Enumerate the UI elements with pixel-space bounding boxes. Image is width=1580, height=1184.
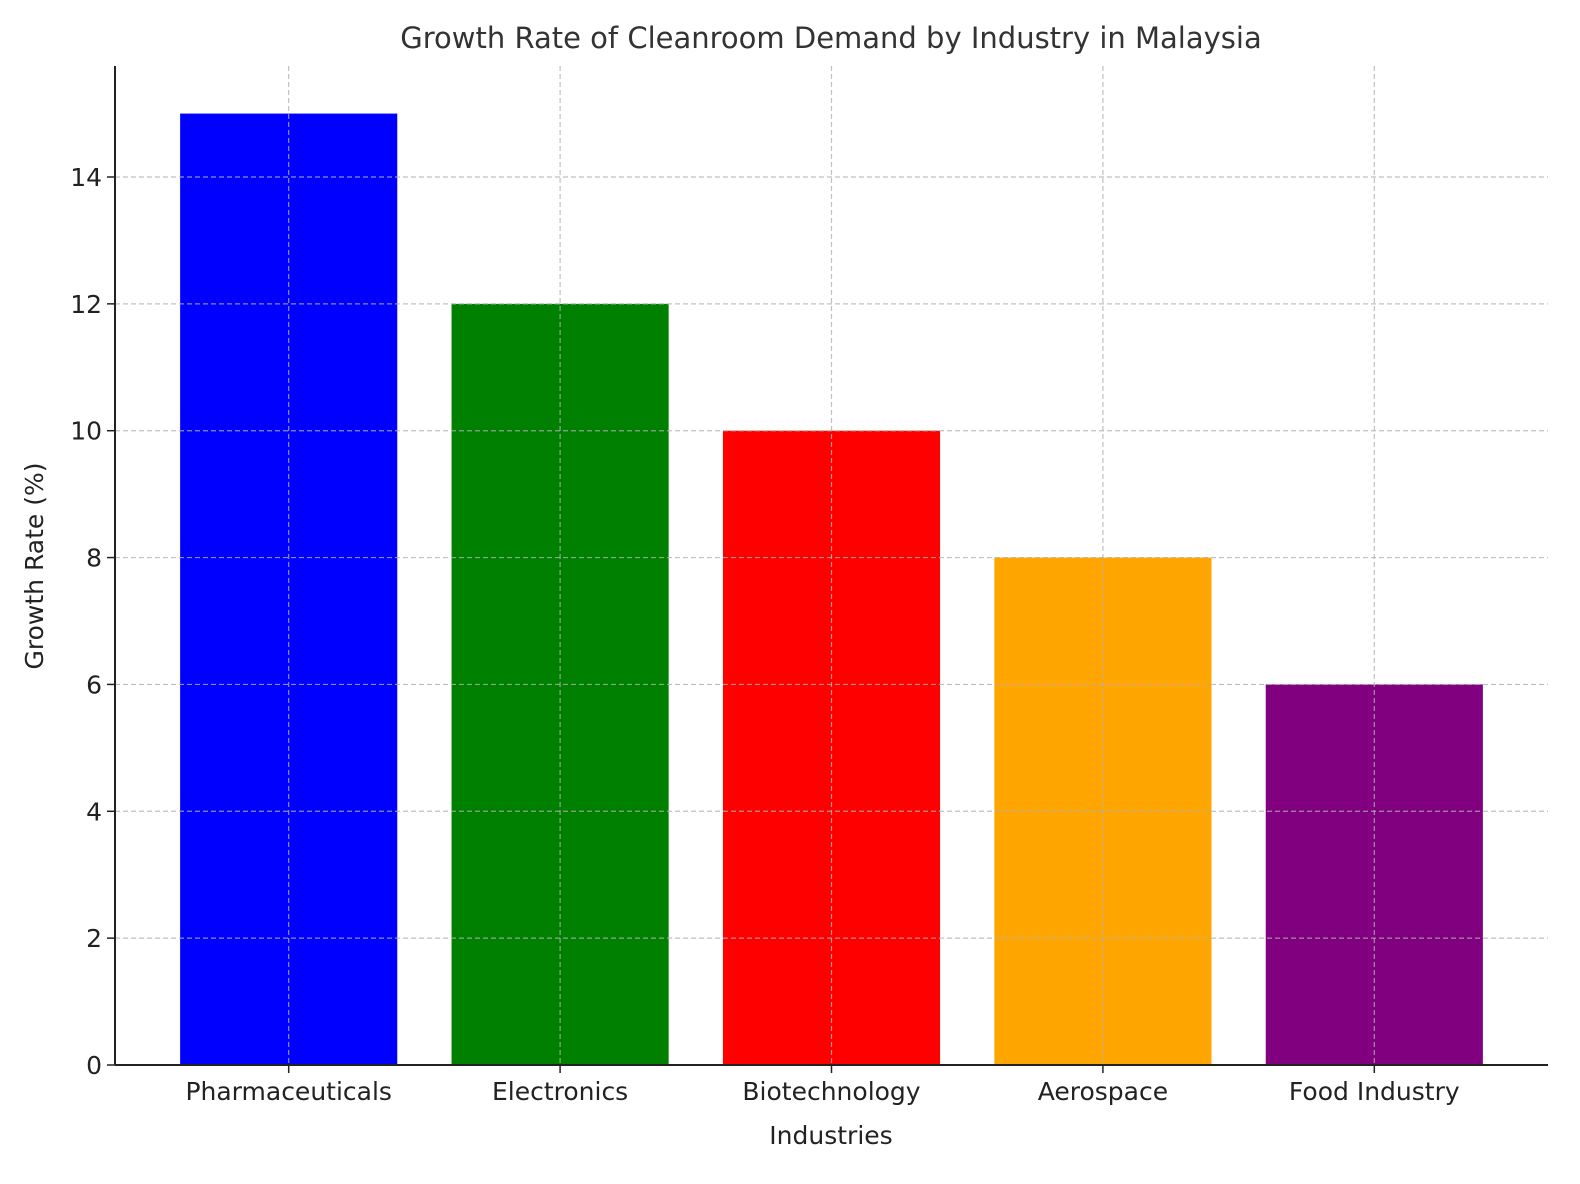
y-tick-label: 8 bbox=[86, 544, 102, 573]
chart-title: Growth Rate of Cleanroom Demand by Indus… bbox=[400, 21, 1261, 55]
y-tick-label: 2 bbox=[86, 924, 102, 953]
y-tick-label: 6 bbox=[86, 670, 102, 699]
y-tick-label: 12 bbox=[70, 290, 102, 319]
y-axis-label: Growth Rate (%) bbox=[20, 463, 49, 670]
x-ticks: Pharmaceuticals Electronics Biotechnology A… bbox=[185, 1065, 1460, 1106]
x-tick-label: Electronics bbox=[492, 1077, 628, 1106]
x-tick-label: Aerospace bbox=[1038, 1077, 1168, 1106]
y-tick-label: 0 bbox=[86, 1051, 102, 1080]
y-tick-label: 10 bbox=[70, 417, 102, 446]
y-tick-label: 14 bbox=[70, 163, 102, 192]
x-tick-label: Pharmaceuticals bbox=[185, 1077, 392, 1106]
x-tick-label: Biotechnology bbox=[742, 1077, 920, 1106]
x-axis-label: Industries bbox=[769, 1121, 892, 1150]
y-ticks: 0 2 4 6 8 10 12 14 bbox=[70, 163, 115, 1080]
y-tick-label: 4 bbox=[86, 797, 102, 826]
grid-overlay bbox=[115, 66, 1548, 1065]
x-tick-label: Food Industry bbox=[1289, 1077, 1460, 1106]
